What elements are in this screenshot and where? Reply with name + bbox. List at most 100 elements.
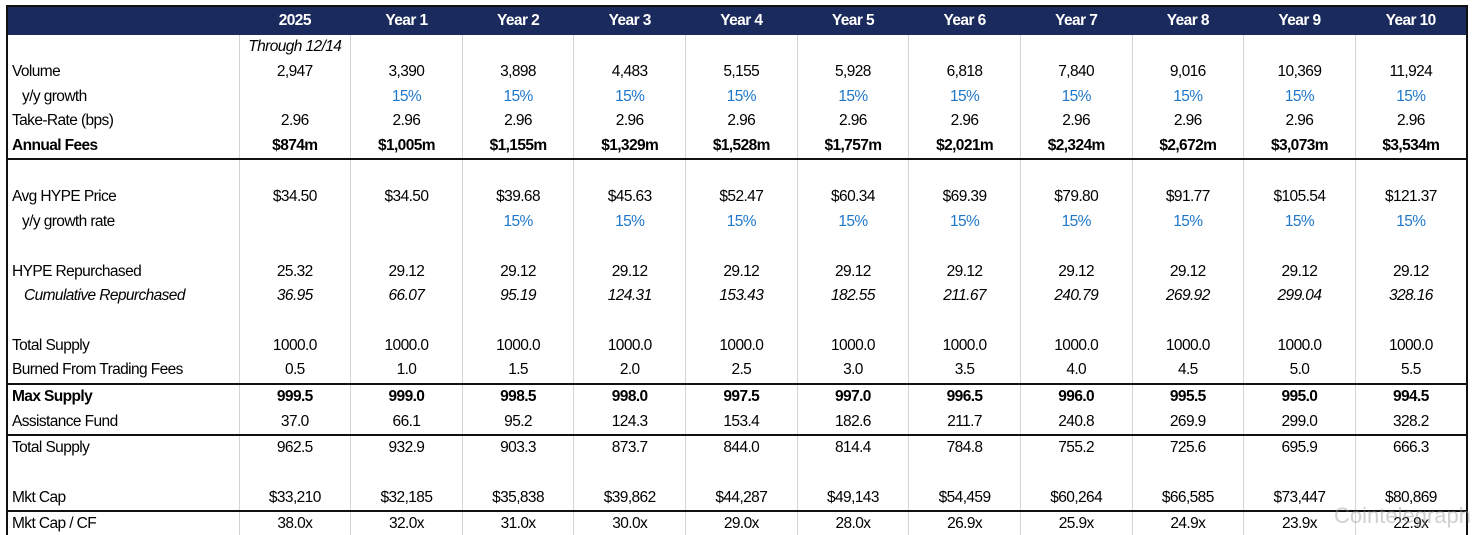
- cell: 998.0: [573, 382, 686, 410]
- projection-table: 2025 Year 1 Year 2 Year 3 Year 4 Year 5 Year 6…: [6, 5, 1468, 535]
- cell: 32.0x: [350, 510, 463, 535]
- cell: [1354, 308, 1467, 334]
- column-header: Year 7: [1020, 6, 1132, 35]
- cell: [1243, 159, 1356, 186]
- cell: 15%: [1131, 84, 1244, 110]
- cell: 5.5: [1354, 357, 1467, 384]
- cell: [1354, 234, 1467, 260]
- cell: [796, 234, 909, 260]
- cell: [685, 159, 798, 186]
- row-label: Mkt Cap: [12, 488, 66, 506]
- table-row: [7, 159, 1467, 186]
- column-header: Year 9: [1243, 6, 1356, 35]
- row-label: Assistance Fund: [12, 412, 118, 430]
- cell: [461, 234, 574, 260]
- cell: [1019, 35, 1132, 60]
- cell: [685, 234, 798, 260]
- cell: 95.2: [461, 409, 574, 435]
- cell: [908, 159, 1021, 186]
- cell: 2.0: [573, 357, 686, 384]
- cell: 29.12: [796, 259, 909, 284]
- cell: 26.9x: [908, 510, 1021, 535]
- row-label: Total Supply: [12, 336, 90, 354]
- cell: 7,840: [1019, 59, 1132, 85]
- cell: 11,924: [1354, 59, 1467, 85]
- cell: 5,928: [796, 59, 909, 85]
- cell: $91.77: [1131, 185, 1244, 210]
- cell: 4,483: [573, 59, 686, 85]
- cell: $35,838: [461, 485, 574, 512]
- cell: 6,818: [908, 59, 1021, 85]
- cell: 2.96: [796, 109, 909, 134]
- table-row: HYPE Repurchased 25.32 29.12 29.12 29.12 29.1…: [7, 259, 1467, 284]
- table-row: Assistance Fund 37.0 66.1 95.2 124.3 153.4 182…: [7, 409, 1467, 435]
- row-label: Volume: [12, 63, 61, 81]
- row-label: HYPE Repurchased: [12, 262, 142, 280]
- cell: 328.16: [1354, 283, 1467, 309]
- cell: 996.5: [908, 382, 1021, 410]
- cell: 3,390: [350, 59, 463, 85]
- cell: [685, 308, 798, 334]
- cell: 29.12: [1243, 259, 1356, 284]
- cell: 240.79: [1019, 283, 1132, 309]
- cell: 15%: [685, 84, 798, 110]
- cell: 997.5: [685, 382, 798, 410]
- cell: 211.67: [908, 283, 1021, 309]
- cell: 995.5: [1131, 382, 1244, 410]
- column-header: Year 10: [1355, 6, 1467, 35]
- cell: 15%: [796, 209, 909, 235]
- cell: 844.0: [685, 434, 798, 461]
- cell: $3,073m: [1243, 133, 1356, 161]
- cell: [350, 159, 463, 186]
- cell: 1000.0: [1131, 333, 1244, 358]
- cell: 36.95: [238, 283, 351, 309]
- cell: [350, 308, 463, 334]
- cell: $80,869: [1354, 485, 1467, 512]
- row-label: Mkt Cap / CF: [7, 510, 239, 535]
- cell: [573, 308, 686, 334]
- cell: [796, 308, 909, 334]
- cell: 240.8: [1019, 409, 1132, 435]
- cell: $33,210: [238, 485, 351, 512]
- cell: $3,534m: [1354, 133, 1467, 161]
- cell: [1131, 234, 1244, 260]
- row-label: Cumulative Repurchased: [24, 287, 185, 305]
- cell: 2.5: [685, 357, 798, 384]
- cell: 2.96: [350, 109, 463, 134]
- cell: 29.12: [1019, 259, 1132, 284]
- row-label: [7, 461, 239, 486]
- cell: 995.0: [1243, 382, 1356, 410]
- cell: [796, 35, 909, 60]
- cell: [350, 209, 463, 235]
- cell: 95.19: [461, 283, 574, 309]
- cell: $39,862: [573, 485, 686, 512]
- table-row: Through 12/14: [7, 35, 1467, 60]
- cell: [1019, 234, 1132, 260]
- cell: 2.96: [1243, 109, 1356, 134]
- cell: 695.9: [1243, 434, 1356, 461]
- cell: 932.9: [350, 434, 463, 461]
- cell: [796, 159, 909, 186]
- cell: 15%: [350, 84, 463, 110]
- cell: 15%: [1131, 209, 1244, 235]
- cell: [238, 234, 351, 260]
- cell: 15%: [573, 84, 686, 110]
- cell: $44,287: [685, 485, 798, 512]
- cell: 25.9x: [1019, 510, 1132, 535]
- cell: 15%: [1243, 209, 1356, 235]
- cell: [461, 159, 574, 186]
- cell: 10,369: [1243, 59, 1356, 85]
- row-label: Burned From Trading Fees: [12, 361, 183, 379]
- cell: [238, 159, 351, 186]
- cell: 15%: [796, 84, 909, 110]
- cell: 2,947: [238, 59, 351, 85]
- cell: [1019, 159, 1132, 186]
- cell: $2,021m: [908, 133, 1021, 161]
- cell: [350, 460, 463, 486]
- cell: [908, 35, 1021, 60]
- cell: 998.5: [461, 382, 574, 410]
- cell: [573, 234, 686, 260]
- cell: $34.50: [350, 185, 463, 210]
- table-row: [7, 460, 1467, 486]
- cell: 37.0: [238, 409, 351, 435]
